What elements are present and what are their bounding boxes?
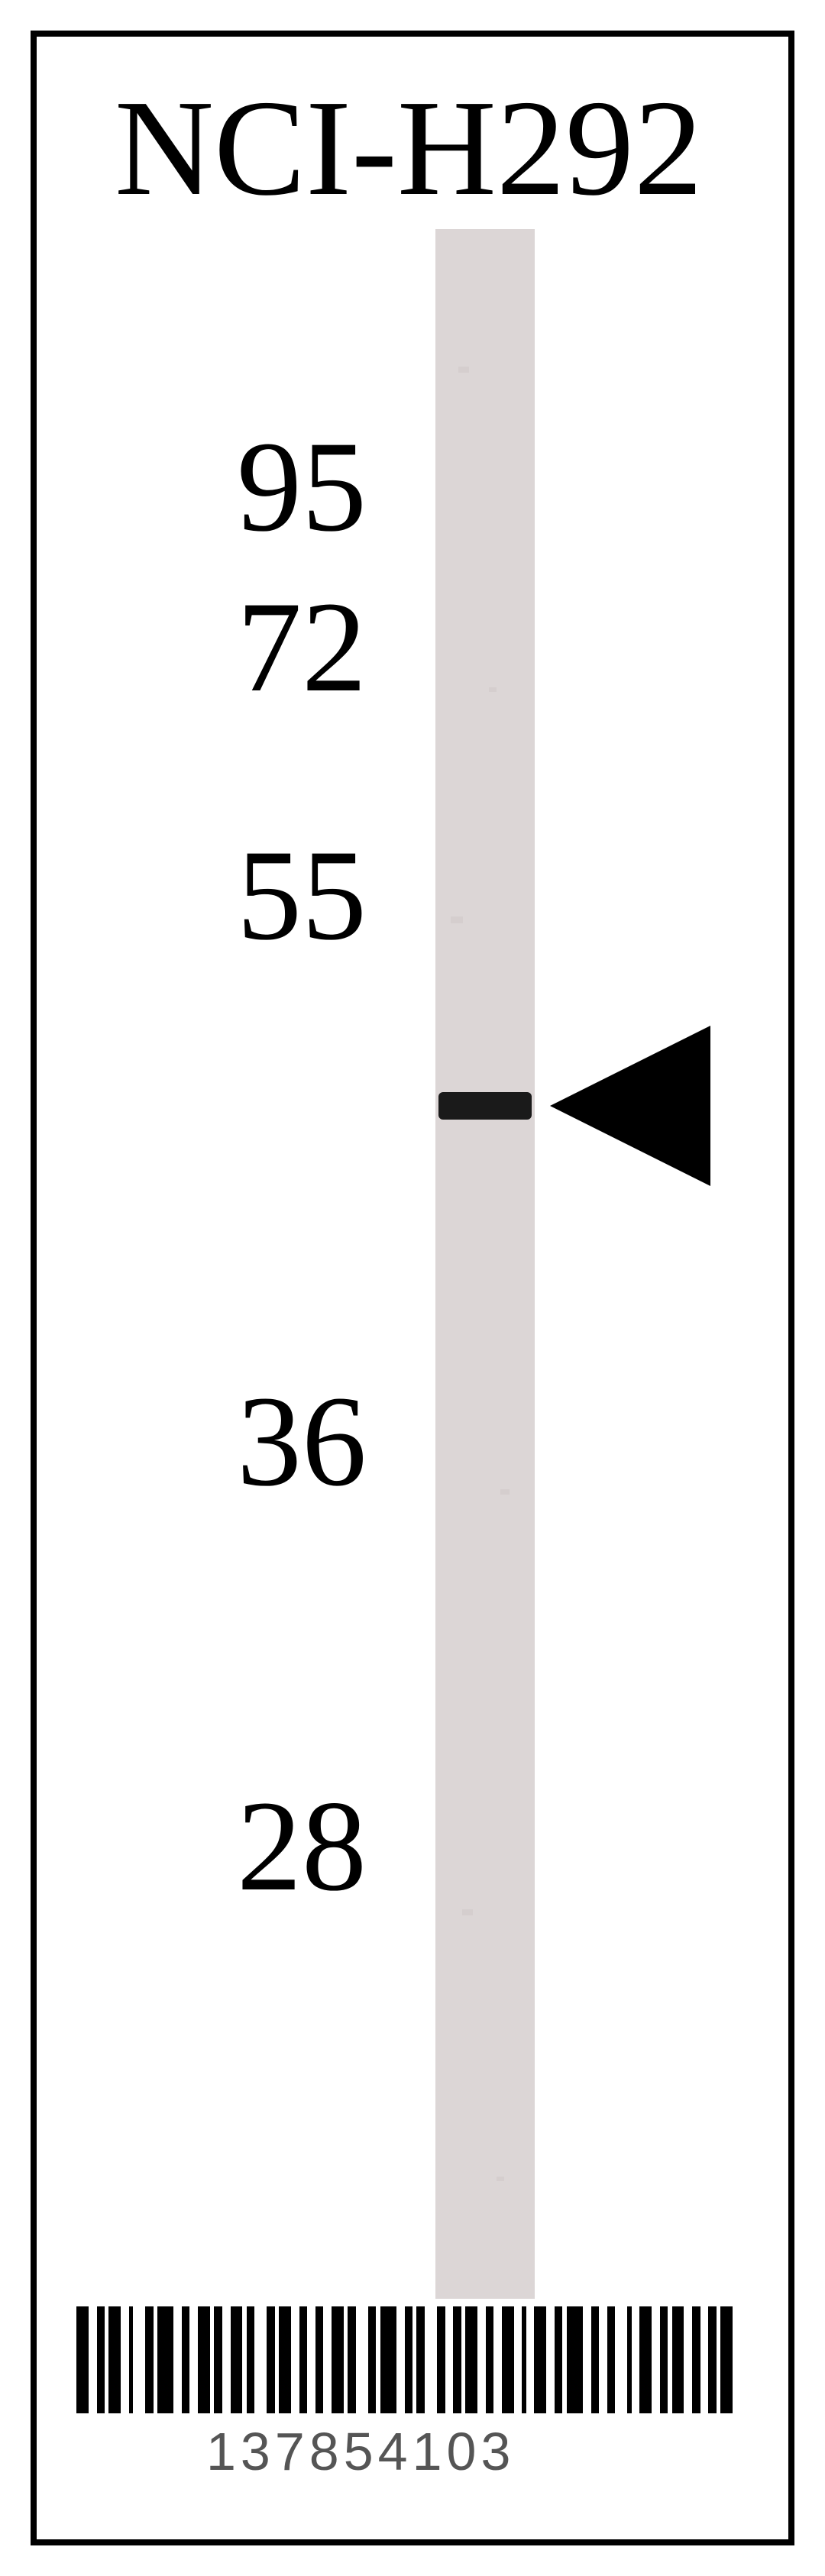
marker-95: 95	[99, 412, 367, 561]
barcode-bar	[157, 2306, 173, 2413]
barcode	[76, 2306, 741, 2413]
barcode-gap	[307, 2306, 315, 2413]
barcode-gap	[396, 2306, 405, 2413]
barcode-gap	[733, 2306, 741, 2413]
barcode-bar	[76, 2306, 89, 2413]
barcode-bar	[555, 2306, 563, 2413]
barcode-gap	[173, 2306, 182, 2413]
barcode-bar	[720, 2306, 733, 2413]
barcode-bar	[97, 2306, 105, 2413]
barcode-gap	[652, 2306, 660, 2413]
detected-band	[438, 1092, 532, 1120]
barcode-bar	[198, 2306, 210, 2413]
barcode-bar	[380, 2306, 396, 2413]
barcode-bar	[486, 2306, 494, 2413]
barcode-gap	[583, 2306, 591, 2413]
barcode-gap	[222, 2306, 231, 2413]
marker-55: 55	[99, 821, 367, 970]
barcode-bar	[348, 2306, 356, 2413]
lane-noise-speck	[458, 367, 469, 373]
lane-noise-speck	[497, 2177, 504, 2181]
barcode-bar	[708, 2306, 717, 2413]
barcode-gap	[254, 2306, 267, 2413]
marker-28: 28	[99, 1772, 367, 1921]
barcode-gap	[121, 2306, 129, 2413]
lane-noise-speck	[489, 687, 497, 692]
barcode-bar	[214, 2306, 222, 2413]
barcode-bar	[416, 2306, 425, 2413]
barcode-bar	[453, 2306, 461, 2413]
barcode-bar	[332, 2306, 344, 2413]
barcode-bar	[405, 2306, 413, 2413]
barcode-bar	[315, 2306, 324, 2413]
barcode-bar	[639, 2306, 652, 2413]
barcode-gap	[599, 2306, 607, 2413]
barcode-gap	[425, 2306, 437, 2413]
blot-figure: NCI-H292 9572 55 36 28 137854103	[0, 0, 825, 2576]
barcode-gap	[632, 2306, 640, 2413]
barcode-bar	[437, 2306, 445, 2413]
barcode-bar	[465, 2306, 477, 2413]
barcode-bar	[247, 2306, 255, 2413]
barcode-bar	[182, 2306, 190, 2413]
barcode-gap	[291, 2306, 299, 2413]
barcode-bar	[692, 2306, 700, 2413]
barcode-bar	[299, 2306, 308, 2413]
barcode-bar	[567, 2306, 583, 2413]
barcode-gap	[477, 2306, 486, 2413]
lane-noise-speck	[462, 1909, 473, 1915]
marker-36: 36	[99, 1367, 367, 1516]
barcode-bar	[672, 2306, 684, 2413]
barcode-gap	[615, 2306, 627, 2413]
barcode-gap	[526, 2306, 535, 2413]
barcode-gap	[133, 2306, 145, 2413]
barcode-bar	[534, 2306, 546, 2413]
barcode-gap	[514, 2306, 522, 2413]
barcode-bar	[267, 2306, 275, 2413]
barcode-gap	[684, 2306, 692, 2413]
barcode-bar	[368, 2306, 377, 2413]
barcode-gap	[89, 2306, 97, 2413]
band-arrow-icon	[550, 1026, 710, 1186]
lane-noise-speck	[451, 916, 463, 923]
barcode-gap	[189, 2306, 198, 2413]
barcode-bar	[660, 2306, 668, 2413]
barcode-bar	[607, 2306, 616, 2413]
figure-frame	[31, 31, 794, 2545]
marker-72: 72	[99, 573, 367, 722]
blot-lane	[435, 229, 535, 2299]
barcode-bar	[231, 2306, 243, 2413]
barcode-number: 137854103	[206, 2421, 515, 2482]
lane-title: NCI-H292	[115, 69, 703, 227]
barcode-gap	[445, 2306, 454, 2413]
barcode-bar	[145, 2306, 154, 2413]
barcode-gap	[356, 2306, 368, 2413]
barcode-gap	[323, 2306, 332, 2413]
barcode-gap	[493, 2306, 502, 2413]
barcode-bar	[591, 2306, 600, 2413]
barcode-bar	[108, 2306, 121, 2413]
barcode-bar	[502, 2306, 514, 2413]
barcode-gap	[700, 2306, 709, 2413]
barcode-bar	[279, 2306, 291, 2413]
lane-noise-speck	[500, 1489, 510, 1495]
barcode-gap	[546, 2306, 555, 2413]
